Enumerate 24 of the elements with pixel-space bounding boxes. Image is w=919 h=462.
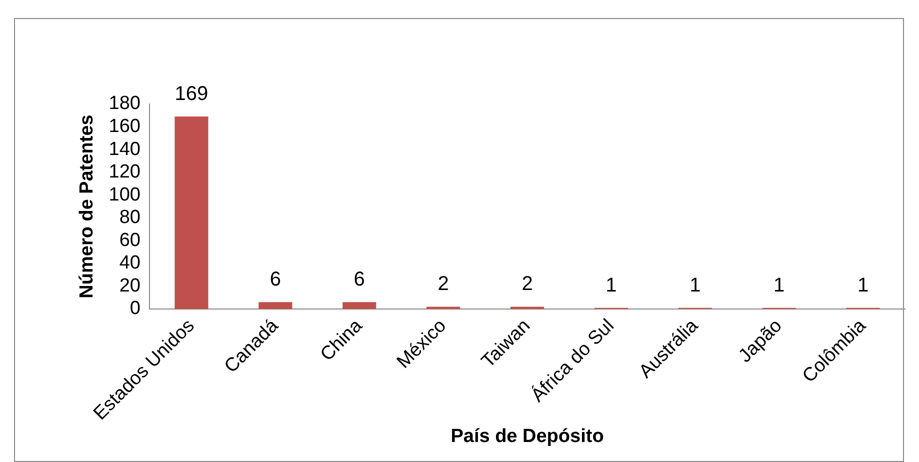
- data-label: 1: [606, 274, 617, 296]
- data-label: 1: [857, 274, 869, 296]
- bar: [342, 302, 376, 309]
- x-axis-title: País de Depósito: [450, 426, 604, 447]
- y-tick-label: 0: [130, 298, 140, 320]
- y-tick-label: 20: [119, 275, 140, 296]
- bar: [258, 302, 292, 309]
- data-label: 6: [354, 268, 365, 291]
- y-tick-label: 60: [119, 230, 140, 251]
- data-label: 1: [774, 274, 785, 296]
- y-tick-label: 180: [108, 93, 140, 114]
- data-label: 2: [438, 273, 449, 296]
- y-tick-label: 120: [108, 162, 140, 183]
- data-label: 2: [522, 273, 533, 296]
- y-tick-label: 140: [108, 138, 140, 160]
- bar: [174, 116, 208, 309]
- y-tick-label: 160: [108, 116, 140, 138]
- y-tick-label: 100: [108, 184, 140, 206]
- y-tick-label: 40: [119, 252, 140, 274]
- data-label: 1: [690, 274, 701, 296]
- y-tick-label: 80: [119, 207, 140, 228]
- data-label: 6: [270, 268, 281, 291]
- data-label: 169: [174, 83, 208, 106]
- y-axis-title: Número de Patentes: [76, 114, 98, 298]
